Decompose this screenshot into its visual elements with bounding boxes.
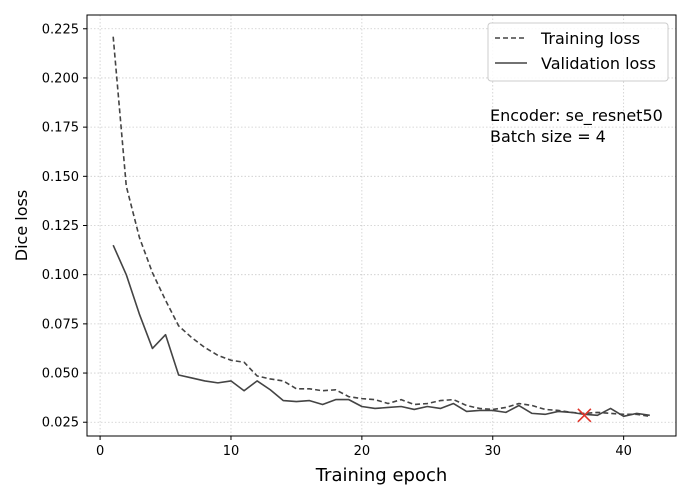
legend-label-training: Training loss — [540, 29, 640, 48]
y-tick-label: 0.050 — [42, 367, 79, 382]
training-loss-line — [112, 36, 650, 418]
y-tick-label: 0.100 — [42, 268, 79, 283]
legend-label-validation: Validation loss — [541, 54, 656, 73]
y-tick-label: 0.025 — [42, 416, 79, 431]
y-tick-label: 0.225 — [42, 22, 79, 37]
x-tick-label: 30 — [484, 444, 501, 459]
encoder-annotation: Encoder: se_resnet50 — [490, 106, 663, 126]
best-epoch-marker — [577, 408, 592, 423]
legend: Training loss Validation loss — [487, 22, 669, 82]
x-tick-label: 20 — [354, 444, 371, 459]
series-layer — [112, 36, 650, 418]
y-tick-label: 0.150 — [42, 170, 79, 185]
y-axis-title: Dice loss — [12, 190, 31, 261]
validation-loss-line — [112, 244, 650, 418]
marker-stroke — [577, 408, 592, 423]
y-tick-label: 0.175 — [42, 121, 79, 136]
x-tick-label: 40 — [615, 444, 632, 459]
legend-box — [487, 22, 669, 82]
x-tick-label: 10 — [223, 444, 240, 459]
batch-size-annotation: Batch size = 4 — [490, 127, 606, 146]
marker-layer — [577, 408, 592, 423]
y-tick-label: 0.200 — [42, 71, 79, 86]
x-axis-title: Training epoch — [315, 465, 448, 486]
y-tick-label: 0.075 — [42, 317, 79, 332]
x-tick-label: 0 — [96, 444, 104, 459]
y-tick-label: 0.125 — [42, 219, 79, 234]
ticks: 0 10 20 30 40 0.025 0.050 0.075 0.100 0.125 0.150 0… — [42, 22, 632, 459]
